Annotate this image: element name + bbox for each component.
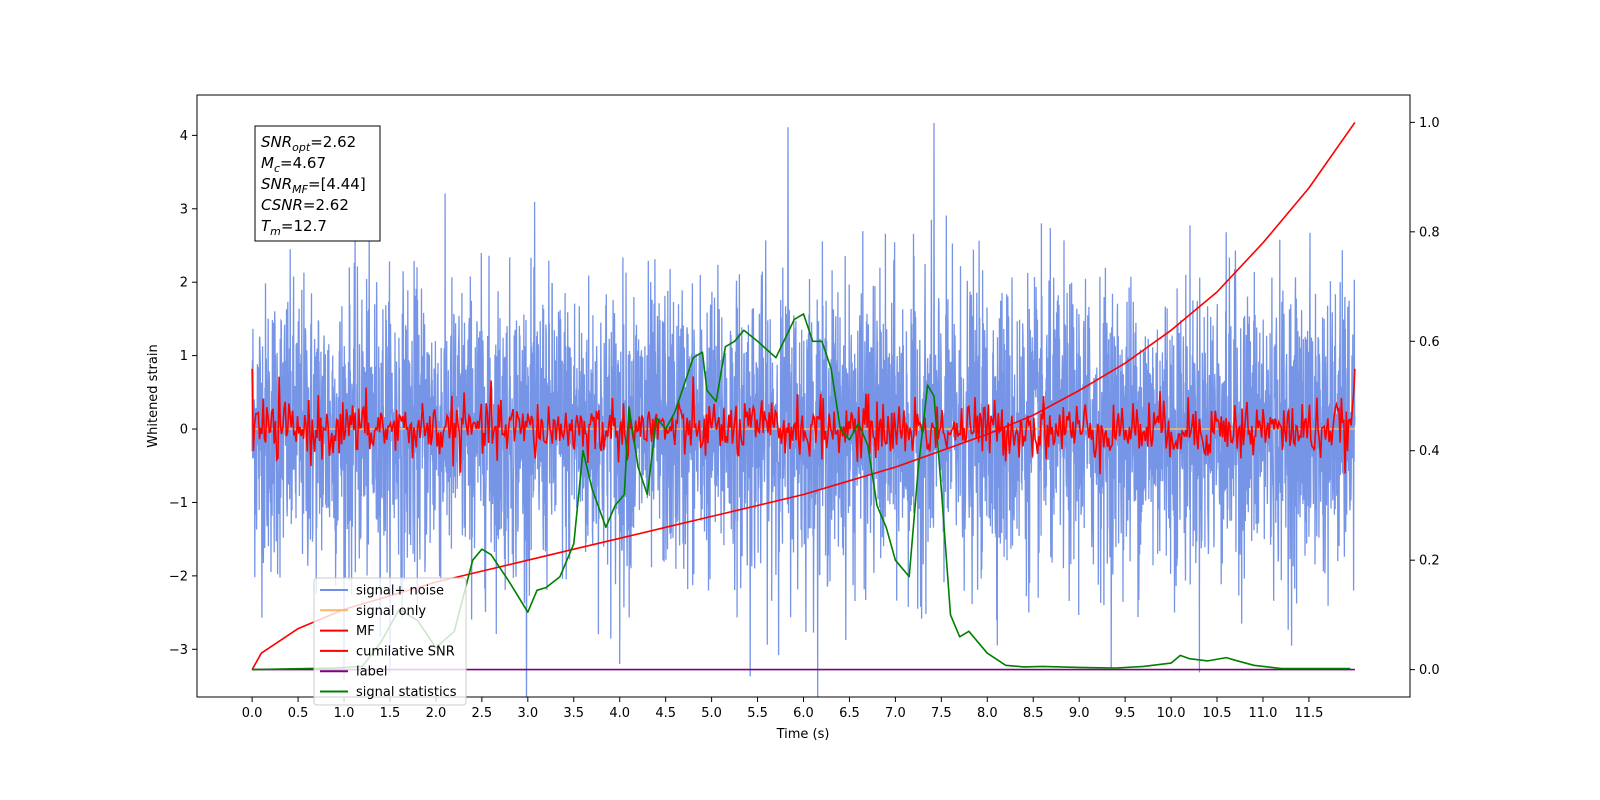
x-tick-label: 0.0	[242, 706, 263, 721]
x-tick-label: 5.5	[747, 706, 768, 721]
x-tick-label: 9.0	[1069, 706, 1090, 721]
x-axis: 0.0 0.5 1.0 1.5 2.0 2.5 3.0 3.5 4.0 4.5 5.0 5.5 6.0 6…	[242, 697, 1323, 721]
y-tick-label: −2	[169, 569, 188, 584]
x-tick-label: 2.5	[472, 706, 493, 721]
annotation-line: SNRopt=2.62	[261, 133, 356, 154]
x-tick-label: 6.5	[839, 706, 860, 721]
x-tick-label: 11.5	[1294, 706, 1323, 721]
annotation-frame	[254, 125, 381, 242]
y2-tick-label: 1.0	[1419, 116, 1440, 131]
y2-tick-label: 0.2	[1419, 554, 1440, 569]
y2-tick-label: 0.8	[1419, 225, 1440, 240]
y2-tick-label: 0.0	[1419, 663, 1440, 678]
annotation-line: SNRMF=[4.44]	[261, 175, 366, 196]
y-tick-label: −1	[169, 496, 188, 511]
y-axis-right: 0.0 0.2 0.4 0.6 0.8 1.0	[1410, 116, 1440, 678]
x-tick-label: 9.5	[1115, 706, 1136, 721]
x-tick-label: 8.5	[1023, 706, 1044, 721]
annotation-line: CSNR=2.62	[261, 196, 349, 214]
x-tick-label: 10.5	[1203, 706, 1232, 721]
y-tick-label: 2	[180, 276, 188, 291]
x-tick-label: 3.5	[563, 706, 584, 721]
annotation-line: Mc=4.67	[261, 154, 326, 175]
x-tick-label: 7.0	[885, 706, 906, 721]
y-axis-left: −3 −2 −1 0 1 2 3 4	[169, 129, 197, 658]
series-signal-noise-line	[251, 122, 1356, 697]
legend-label: signal statistics	[356, 685, 457, 700]
y-tick-label: 1	[180, 349, 188, 364]
x-tick-label: 4.5	[655, 706, 676, 721]
y-tick-label: −3	[169, 643, 188, 658]
legend-label: signal+ noise	[356, 584, 444, 599]
x-tick-label: 10.0	[1157, 706, 1186, 721]
x-axis-label: Time (s)	[776, 727, 830, 742]
legend: signal+ noise signal only MF cumilative SNR…	[313, 577, 467, 706]
legend-label: cumilative SNR	[356, 644, 455, 659]
y-axis-label: Whitened strain	[146, 344, 161, 447]
y-tick-label: 4	[180, 129, 188, 144]
legend-label: MF	[356, 624, 375, 639]
x-tick-label: 8.0	[977, 706, 998, 721]
y-tick-label: 0	[180, 423, 188, 438]
x-tick-label: 6.0	[793, 706, 814, 721]
x-tick-label: 1.0	[334, 706, 355, 721]
x-tick-label: 1.5	[380, 706, 401, 721]
series-signal-statistics-line	[252, 313, 1351, 671]
x-tick-label: 5.0	[701, 706, 722, 721]
x-tick-label: 7.5	[931, 706, 952, 721]
series-mf-line	[251, 368, 1356, 475]
legend-frame	[313, 577, 467, 706]
x-tick-label: 2.0	[426, 706, 447, 721]
x-tick-label: 0.5	[288, 706, 309, 721]
legend-label: signal only	[356, 604, 426, 619]
annotation-line: Tm=12.7	[261, 217, 327, 238]
legend-label: label	[356, 665, 387, 680]
y2-tick-label: 0.6	[1419, 335, 1440, 350]
x-tick-label: 4.0	[609, 706, 630, 721]
y-tick-label: 3	[180, 202, 188, 217]
y2-tick-label: 0.4	[1419, 444, 1440, 459]
x-tick-label: 11.0	[1248, 706, 1277, 721]
x-tick-label: 3.0	[517, 706, 538, 721]
